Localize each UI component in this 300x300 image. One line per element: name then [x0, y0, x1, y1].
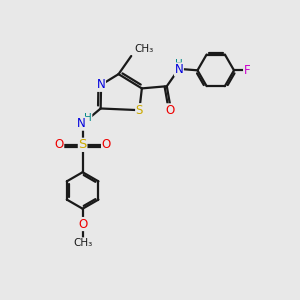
Text: F: F: [244, 64, 250, 77]
Text: O: O: [78, 218, 87, 230]
Text: H: H: [175, 58, 183, 68]
Text: CH₃: CH₃: [135, 44, 154, 54]
Text: O: O: [166, 104, 175, 117]
Text: O: O: [54, 138, 64, 151]
Text: N: N: [175, 63, 183, 76]
Text: O: O: [102, 138, 111, 151]
Text: S: S: [78, 138, 87, 151]
Text: N: N: [77, 117, 85, 130]
Text: H: H: [84, 113, 92, 123]
Text: N: N: [97, 78, 106, 91]
Text: CH₃: CH₃: [73, 238, 92, 248]
Text: S: S: [136, 104, 143, 117]
